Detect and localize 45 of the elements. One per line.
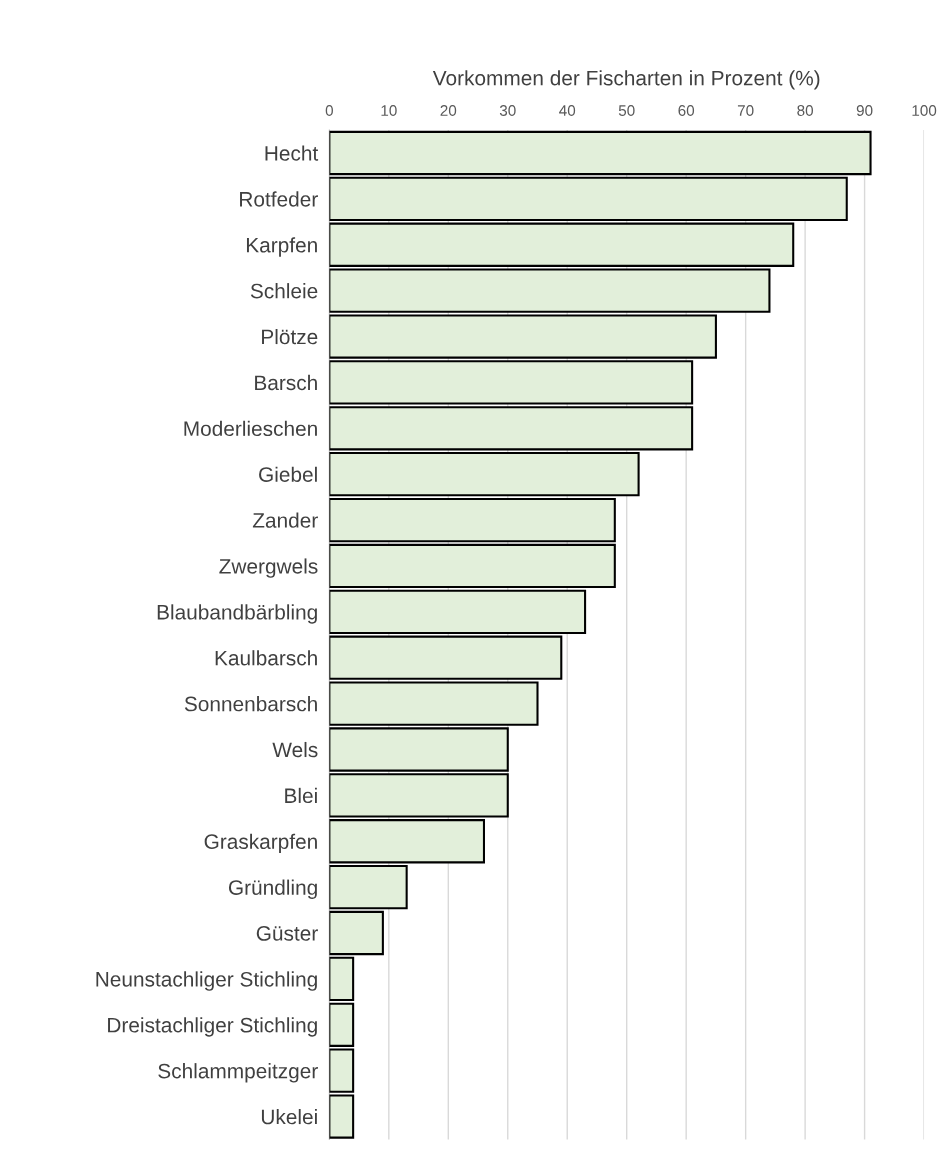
x-tick-label: 50 xyxy=(618,105,635,116)
x-tick-label: 10 xyxy=(381,105,397,116)
x-tick-label: 60 xyxy=(678,105,695,116)
bar xyxy=(329,910,384,956)
bar xyxy=(329,452,640,497)
x-tick-label: 80 xyxy=(797,105,814,116)
y-tick-label: Giebel xyxy=(259,466,317,482)
y-tick-label: Moderlieschen xyxy=(184,420,317,437)
y-tick-label: Neunstachliger Stichling xyxy=(96,971,317,991)
x-tick-label: 30 xyxy=(499,105,516,116)
bar xyxy=(329,589,587,634)
y-tick-label: Plötze xyxy=(262,328,318,345)
bar xyxy=(329,497,616,543)
x-tick-label: 0 xyxy=(325,105,333,116)
y-tick-label: Hecht xyxy=(265,145,319,161)
y-tick-label: Blei xyxy=(285,787,317,804)
y-tick-label: Zwergwels xyxy=(219,558,318,578)
y-tick-label: Kaulbarsch xyxy=(215,650,317,666)
x-tick-label: 40 xyxy=(559,105,576,116)
bar xyxy=(329,543,616,589)
bar xyxy=(329,864,408,910)
x-tick-label: 90 xyxy=(856,105,873,116)
y-tick-label: Barsch xyxy=(255,374,317,391)
y-tick-label: Blaubandbärbling xyxy=(157,604,317,624)
y-tick-label: Gründling xyxy=(228,879,317,899)
x-axis-title: Vorkommen der Fischarten in Prozent (%) xyxy=(432,70,820,90)
x-tick-label: 20 xyxy=(440,105,457,116)
y-tick-label: Schlammpeitzger xyxy=(158,1063,318,1083)
y-tick-label: Zander xyxy=(252,512,318,528)
y-tick-label: Dreistachliger Stichling xyxy=(108,1017,317,1037)
y-tick-label: Sonnenbarsch xyxy=(184,696,317,712)
x-tick-label: 70 xyxy=(737,105,754,116)
y-tick-label: Karpfen xyxy=(246,237,317,257)
bar xyxy=(329,222,795,267)
bar xyxy=(329,130,872,176)
y-tick-label: Graskarpfen xyxy=(204,833,317,854)
x-tick-label: 100 xyxy=(912,105,937,116)
y-tick-label: Ukelei xyxy=(261,1109,317,1125)
y-tick-label: Wels xyxy=(272,741,318,758)
bar xyxy=(329,1002,355,1047)
y-tick-label: Güster xyxy=(256,926,318,941)
y-tick-label: Rotfeder xyxy=(240,191,318,207)
bar xyxy=(329,956,355,1002)
bar xyxy=(329,176,848,222)
y-tick-label: Schleie xyxy=(250,283,318,299)
